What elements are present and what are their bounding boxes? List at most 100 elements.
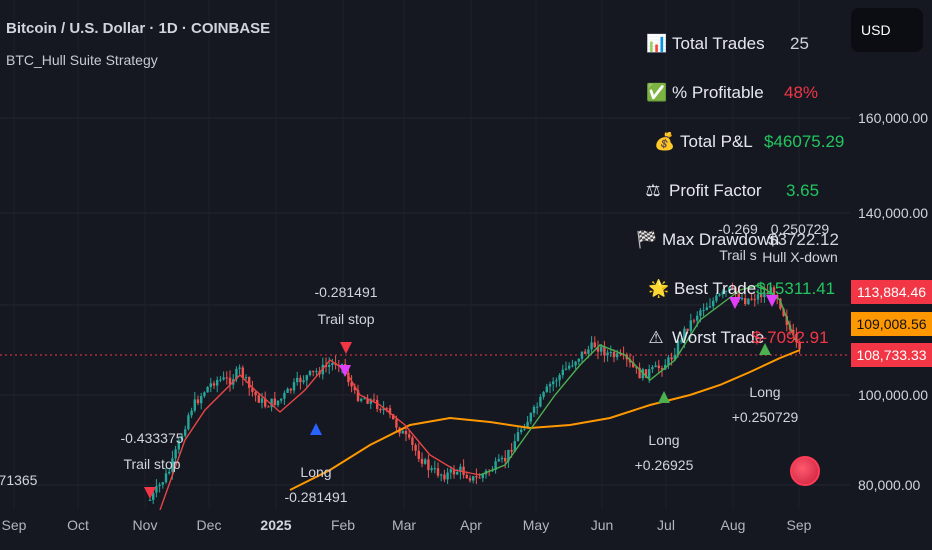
candle-body xyxy=(382,408,385,411)
candle-body xyxy=(449,469,452,473)
exit-arrow[interactable] xyxy=(766,295,778,307)
candle-body xyxy=(296,377,299,383)
candle-body xyxy=(196,399,200,404)
candle-body xyxy=(254,391,257,396)
candle-body xyxy=(651,367,654,370)
candle-body xyxy=(529,413,532,422)
candle-body xyxy=(644,369,648,378)
candle-body xyxy=(452,469,456,475)
chart-icon: 📊 xyxy=(646,34,668,53)
price-axis[interactable] xyxy=(850,0,932,510)
candle-body xyxy=(542,392,545,397)
candle-body xyxy=(264,398,267,407)
candle-body xyxy=(740,298,744,300)
candle-body xyxy=(475,476,478,478)
exit-arrow[interactable] xyxy=(729,297,741,309)
flag-icon[interactable] xyxy=(790,456,820,486)
candle-body xyxy=(468,478,472,481)
candle-body xyxy=(241,367,244,378)
candle-body xyxy=(302,380,305,383)
candle-body xyxy=(526,421,529,429)
candle-body xyxy=(209,383,212,387)
candle-body xyxy=(744,298,747,305)
price-tag-ma: 109,008.56 xyxy=(851,312,932,336)
price-tag-last: 108,733.33 xyxy=(851,343,932,367)
stat-best-trade: 🌟 Best Trade xyxy=(648,279,756,299)
candle-body xyxy=(148,499,152,501)
candle-body xyxy=(657,365,660,369)
candle-body xyxy=(308,370,312,376)
stat-label: Best Trade xyxy=(674,279,757,298)
candle-body xyxy=(388,408,392,415)
candle-body xyxy=(513,441,516,452)
candle-body xyxy=(769,287,772,295)
candle-body xyxy=(187,415,190,430)
trade-label: Trail stop xyxy=(317,311,375,327)
currency-selector[interactable]: USD xyxy=(851,8,923,52)
price-chart[interactable] xyxy=(0,0,850,510)
candle-body xyxy=(177,440,180,450)
long-entry-arrow[interactable] xyxy=(658,391,670,403)
star-icon: 🌟 xyxy=(648,279,670,298)
candle-body xyxy=(683,328,686,341)
candle-body xyxy=(574,361,577,366)
candle-body xyxy=(718,294,721,296)
candle-body xyxy=(459,466,462,473)
stat-value: $15311.41 xyxy=(756,279,836,298)
y-tick: 160,000.00 xyxy=(858,110,929,126)
stat-worst-trade: ⚠ Worst Trade xyxy=(646,328,764,348)
candle-body xyxy=(673,355,676,360)
candle-body xyxy=(158,484,161,487)
candle-body xyxy=(286,388,289,393)
candle-body xyxy=(235,368,238,380)
candle-body xyxy=(414,444,417,451)
candle-body xyxy=(785,315,788,325)
stat-value: $-7092.91 xyxy=(752,328,829,347)
candle-body xyxy=(433,468,436,470)
candle-body xyxy=(494,461,497,471)
stat-label: Total Trades xyxy=(672,34,765,53)
candle-body xyxy=(427,459,430,471)
trail-stop-arrow[interactable] xyxy=(144,487,156,499)
candle-body xyxy=(385,408,388,410)
candle-body xyxy=(292,382,296,391)
candle-body xyxy=(552,381,555,385)
candle-body xyxy=(171,458,174,472)
candle-body xyxy=(612,351,616,358)
candle-body xyxy=(212,383,216,386)
stat-profitable: ✅% Profitable xyxy=(646,83,764,103)
trail-stop-arrow[interactable] xyxy=(340,342,352,354)
long-entry-arrow[interactable] xyxy=(310,423,322,435)
candle-body xyxy=(772,287,776,296)
stat-label: Worst Trade xyxy=(672,328,765,347)
candle-body xyxy=(347,372,350,383)
candle-body xyxy=(446,472,449,480)
candle-body xyxy=(760,294,763,298)
candle-body xyxy=(200,396,203,404)
candle-body xyxy=(283,392,286,399)
time-axis[interactable] xyxy=(0,510,932,550)
x-tick: Dec xyxy=(196,517,222,533)
x-tick: Jun xyxy=(590,517,614,533)
stat-profit-factor: ⚖ Profit Factor xyxy=(643,181,761,201)
trade-label: +0.26925 xyxy=(634,457,694,473)
candle-body xyxy=(411,437,414,445)
candle-body xyxy=(756,294,760,300)
scale-icon: ⚖ xyxy=(645,181,661,200)
candle-body xyxy=(606,352,609,356)
candle-body xyxy=(168,471,171,474)
candle-body xyxy=(206,386,209,393)
candle-body xyxy=(708,306,712,308)
candle-body xyxy=(776,295,779,299)
long-entry-arrow[interactable] xyxy=(759,343,771,355)
candlestick-series xyxy=(148,282,801,504)
candle-body xyxy=(164,473,168,483)
candle-body xyxy=(753,299,756,301)
candle-body xyxy=(369,399,372,404)
exit-arrow[interactable] xyxy=(339,365,351,377)
candle-body xyxy=(516,432,520,442)
candle-body xyxy=(577,358,580,362)
candle-body xyxy=(257,395,260,403)
candle-body xyxy=(299,377,302,383)
stat-label: % Profitable xyxy=(672,83,764,102)
